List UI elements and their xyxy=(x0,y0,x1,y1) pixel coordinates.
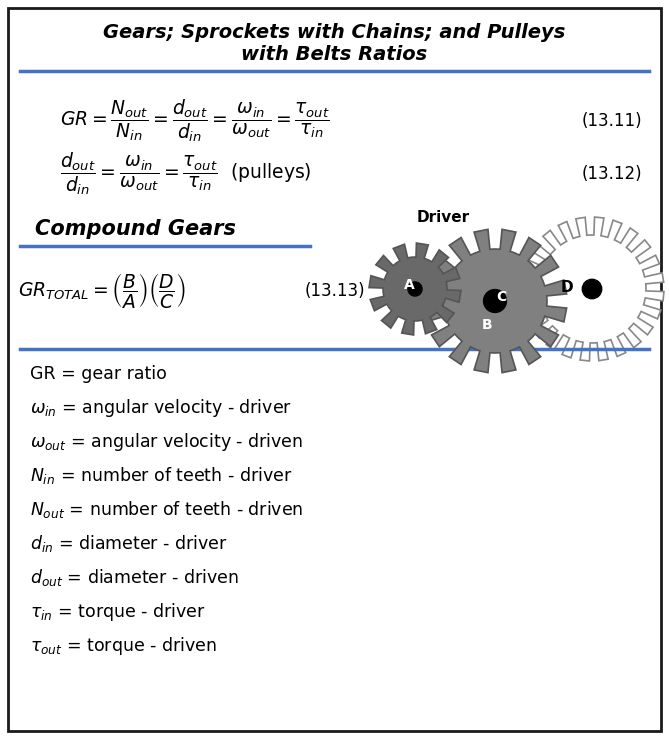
Text: A: A xyxy=(403,278,414,292)
Text: C: C xyxy=(496,290,506,304)
Circle shape xyxy=(582,279,601,299)
Circle shape xyxy=(484,290,506,313)
Text: Driver: Driver xyxy=(416,209,470,225)
Polygon shape xyxy=(520,217,664,361)
Text: $\dfrac{d_{out}}{d_{in}} = \dfrac{\omega_{in}}{\omega_{out}} = \dfrac{\tau_{out}: $\dfrac{d_{out}}{d_{in}} = \dfrac{\omega… xyxy=(60,151,312,197)
Text: $\tau_{out}$ = torque - driven: $\tau_{out}$ = torque - driven xyxy=(30,635,217,657)
Text: $\tau_{in}$ = torque - driver: $\tau_{in}$ = torque - driver xyxy=(30,601,205,623)
Circle shape xyxy=(408,282,422,296)
Text: $d_{out}$ = diameter - driven: $d_{out}$ = diameter - driven xyxy=(30,568,239,588)
Text: (13.12): (13.12) xyxy=(581,165,642,183)
Text: Gears; Sprockets with Chains; and Pulleys: Gears; Sprockets with Chains; and Pulley… xyxy=(103,24,565,43)
Text: (13.13): (13.13) xyxy=(305,282,366,300)
Text: GR = gear ratio: GR = gear ratio xyxy=(30,365,167,383)
Text: $N_{out}$ = number of teeth - driven: $N_{out}$ = number of teeth - driven xyxy=(30,500,304,520)
Text: D: D xyxy=(561,279,573,295)
Text: $\omega_{in}$ = angular velocity - driver: $\omega_{in}$ = angular velocity - drive… xyxy=(30,397,292,419)
Text: Compound Gears: Compound Gears xyxy=(35,219,236,239)
Text: $d_{in}$ = diameter - driver: $d_{in}$ = diameter - driver xyxy=(30,534,227,554)
Text: (13.11): (13.11) xyxy=(581,112,642,130)
Text: $N_{in}$ = number of teeth - driver: $N_{in}$ = number of teeth - driver xyxy=(30,466,292,486)
Polygon shape xyxy=(369,243,461,335)
Text: $GR_{TOTAL} = \left(\dfrac{B}{A}\right)\left(\dfrac{D}{C}\right)$: $GR_{TOTAL} = \left(\dfrac{B}{A}\right)\… xyxy=(18,271,186,310)
Text: with Belts Ratios: with Belts Ratios xyxy=(241,46,427,64)
Polygon shape xyxy=(423,229,567,372)
Text: $\omega_{out}$ = angular velocity - driven: $\omega_{out}$ = angular velocity - driv… xyxy=(30,431,303,453)
Text: $GR = \dfrac{N_{out}}{N_{in}} = \dfrac{d_{out}}{d_{in}} = \dfrac{\omega_{in}}{\o: $GR = \dfrac{N_{out}}{N_{in}} = \dfrac{d… xyxy=(60,98,330,144)
Text: B: B xyxy=(482,318,492,332)
